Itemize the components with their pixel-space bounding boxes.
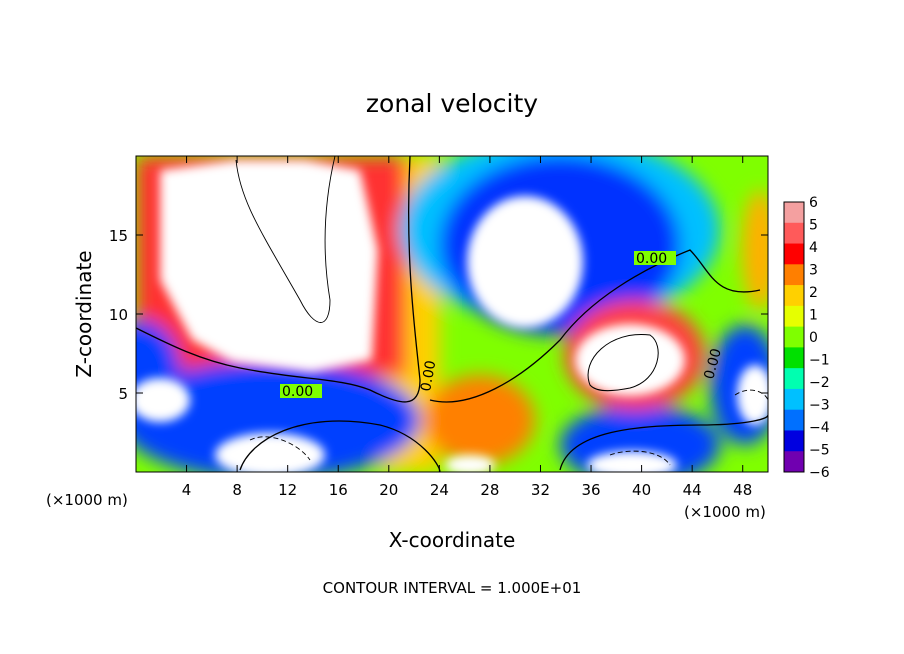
colorbar-label: −6: [809, 465, 830, 481]
x-axis-unit-right: (×1000 m): [684, 503, 766, 521]
colorbar-frame: [783, 201, 805, 473]
x-tick-label: 12: [278, 481, 297, 499]
colorbar-label: 6: [809, 195, 818, 211]
colorbar-label: −4: [809, 420, 830, 436]
colorbar-label: 3: [809, 263, 818, 279]
y-tick-label: 5: [118, 385, 128, 403]
x-tick-label: 8: [232, 481, 242, 499]
x-tick-label: 28: [480, 481, 499, 499]
colorbar-swatch: [784, 285, 804, 307]
chart-title: zonal velocity: [366, 89, 538, 118]
colorbar-swatch: [784, 409, 804, 431]
x-tick-label: 20: [379, 481, 398, 499]
colorbar-swatch: [784, 222, 804, 245]
x-tick-label: 16: [329, 481, 348, 499]
colorbar-label: 0: [809, 330, 818, 346]
contour-lines: [136, 156, 768, 472]
colorbar-swatch: [784, 388, 804, 411]
colorbar-swatch: [784, 430, 804, 452]
colorbar: 6 5 4 3 2 1 0 −1 −2 −3 −4 −5 −6: [783, 195, 830, 481]
contour-label: 0.00: [418, 359, 439, 392]
colorbar-label: 2: [809, 285, 818, 301]
colorbar-swatch: [784, 305, 804, 328]
colorbar-swatch: [784, 264, 804, 286]
colorbar-swatch: [784, 368, 804, 390]
x-tick-label: 36: [581, 481, 600, 499]
colorbar-label: −2: [809, 375, 830, 391]
colorbar-label: −5: [809, 443, 830, 459]
colorbar-swatch: [784, 451, 804, 473]
heatmap-field: [136, 156, 768, 472]
x-axis-label: X-coordinate: [389, 528, 516, 552]
colorbar-swatch: [784, 326, 804, 348]
y-tick-label: 15: [109, 227, 128, 245]
colorbar-label: 5: [809, 218, 818, 234]
contour-label: 0.00: [701, 347, 725, 381]
x-tick-label: 32: [531, 481, 550, 499]
x-tick-label: 4: [182, 481, 192, 499]
x-tick-label: 40: [632, 481, 651, 499]
colorbar-label: 1: [809, 308, 818, 324]
colorbar-swatch: [784, 243, 804, 265]
y-tick-label: 10: [109, 306, 128, 324]
x-tick-label: 24: [430, 481, 449, 499]
contour-label: 0.00: [636, 251, 667, 267]
colorbar-label: −3: [809, 398, 830, 414]
contour-interval-footer: CONTOUR INTERVAL = 1.000E+01: [323, 579, 582, 597]
x-axis-unit-left: (×1000 m): [46, 491, 128, 509]
x-tick-label: 44: [683, 481, 702, 499]
colorbar-label: 4: [809, 240, 818, 256]
colorbar-swatch: [784, 347, 804, 369]
contour-label: 0.00: [282, 384, 313, 400]
x-tick-label: 48: [733, 481, 752, 499]
colorbar-label: −1: [809, 353, 830, 369]
colorbar-swatch: [784, 202, 804, 224]
y-axis-label: Z-coordinate: [72, 250, 96, 377]
contour-labels: 0.00 0.00 0.00 0.00: [280, 251, 725, 400]
